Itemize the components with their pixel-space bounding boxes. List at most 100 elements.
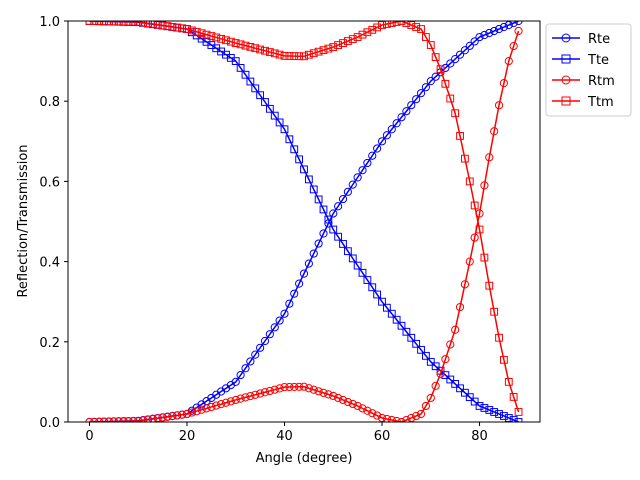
- data-point: [485, 406, 494, 414]
- data-point: [226, 397, 235, 406]
- data-point: [168, 22, 177, 31]
- legend-label: Tte: [587, 53, 609, 68]
- data-point: [231, 57, 240, 66]
- data-point: [343, 247, 352, 256]
- data-point: [256, 389, 265, 398]
- data-point: [353, 261, 362, 270]
- data-point: [222, 36, 230, 45]
- data-point: [338, 194, 348, 204]
- data-point: [251, 350, 260, 359]
- data-point: [421, 401, 431, 411]
- data-point: [353, 33, 362, 41]
- data-point: [475, 225, 484, 234]
- data-point: [397, 321, 406, 330]
- data-point: [514, 418, 523, 422]
- data-point: [402, 107, 411, 116]
- data-point: [173, 411, 182, 420]
- data-point: [231, 395, 240, 405]
- data-point: [324, 44, 333, 53]
- data-point: [348, 35, 357, 43]
- data-point: [148, 414, 157, 422]
- data-point: [192, 407, 201, 416]
- data-point: [221, 398, 231, 407]
- data-point: [143, 415, 153, 422]
- data-point: [329, 391, 338, 401]
- data-point: [436, 65, 445, 74]
- data-point: [373, 23, 382, 32]
- x-tick-label: 80: [471, 429, 488, 444]
- data-point: [163, 22, 172, 31]
- data-point: [426, 41, 435, 49]
- data-point: [426, 77, 435, 86]
- data-point: [275, 384, 284, 393]
- data-point: [421, 83, 431, 92]
- data-point: [309, 249, 318, 258]
- data-point: [231, 39, 240, 47]
- legend-box: [545, 23, 632, 117]
- y-tick-label: 0.6: [39, 175, 60, 190]
- data-point: [343, 397, 352, 407]
- data-point: [168, 412, 177, 421]
- legend-label: Ttm: [587, 95, 614, 110]
- data-point: [490, 26, 499, 36]
- data-point: [382, 131, 391, 140]
- data-point: [509, 416, 518, 422]
- data-point: [275, 118, 284, 127]
- data-point: [246, 357, 255, 366]
- data-point: [295, 382, 304, 391]
- data-point: [270, 49, 279, 58]
- data-point: [431, 53, 440, 61]
- data-point: [353, 401, 362, 411]
- data-point: [139, 21, 147, 27]
- data-point: [431, 381, 440, 391]
- data-point: [426, 357, 435, 366]
- data-point: [173, 23, 182, 32]
- data-point: [509, 393, 518, 401]
- data-point: [231, 377, 240, 386]
- legend-marker: [561, 75, 571, 85]
- data-point: [138, 416, 148, 422]
- legend-label: Rte: [588, 32, 610, 47]
- data-point: [202, 30, 211, 39]
- data-point: [119, 417, 128, 422]
- legend-label: Rtm: [588, 74, 615, 89]
- data-point: [504, 414, 513, 422]
- data-point: [124, 417, 133, 422]
- data-point: [382, 303, 391, 312]
- data-point: [309, 385, 318, 394]
- data-point: [246, 43, 255, 51]
- data-point: [402, 415, 411, 422]
- legend-marker: [561, 96, 571, 106]
- data-point: [339, 240, 347, 248]
- data-point: [465, 41, 474, 50]
- data-point: [470, 201, 479, 210]
- data-point: [460, 280, 470, 289]
- data-point: [280, 383, 289, 392]
- data-point: [475, 402, 484, 410]
- data-point: [446, 59, 455, 68]
- data-point: [451, 380, 460, 388]
- data-point: [500, 355, 508, 364]
- data-point: [324, 215, 333, 224]
- data-point: [509, 21, 518, 28]
- data-point: [490, 408, 499, 416]
- data-point: [470, 37, 479, 46]
- data-point: [363, 276, 372, 284]
- data-point: [290, 289, 299, 298]
- data-point: [451, 325, 460, 334]
- data-point: [446, 340, 455, 349]
- data-point: [158, 21, 167, 30]
- data-point: [387, 21, 396, 27]
- data-point: [148, 21, 157, 28]
- data-point: [295, 155, 304, 164]
- series-rte: [85, 21, 523, 422]
- data-point: [304, 175, 313, 184]
- data-point: [514, 26, 523, 36]
- data-point: [353, 173, 362, 182]
- series-ttm: [85, 21, 523, 416]
- data-point: [251, 44, 260, 53]
- data-point: [202, 404, 211, 413]
- data-point: [504, 57, 513, 66]
- data-point: [495, 410, 503, 418]
- data-point: [461, 154, 469, 163]
